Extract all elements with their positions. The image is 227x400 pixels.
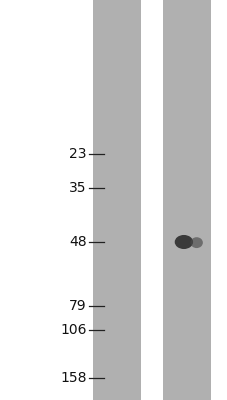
Bar xyxy=(93,0,141,400)
Text: 106: 106 xyxy=(60,323,86,337)
Text: 35: 35 xyxy=(69,181,86,195)
Text: 158: 158 xyxy=(60,371,86,385)
Ellipse shape xyxy=(190,237,202,248)
Text: 48: 48 xyxy=(69,235,86,249)
Text: 79: 79 xyxy=(69,299,86,313)
Text: 23: 23 xyxy=(69,147,86,161)
Bar xyxy=(162,0,210,400)
Ellipse shape xyxy=(174,235,192,249)
